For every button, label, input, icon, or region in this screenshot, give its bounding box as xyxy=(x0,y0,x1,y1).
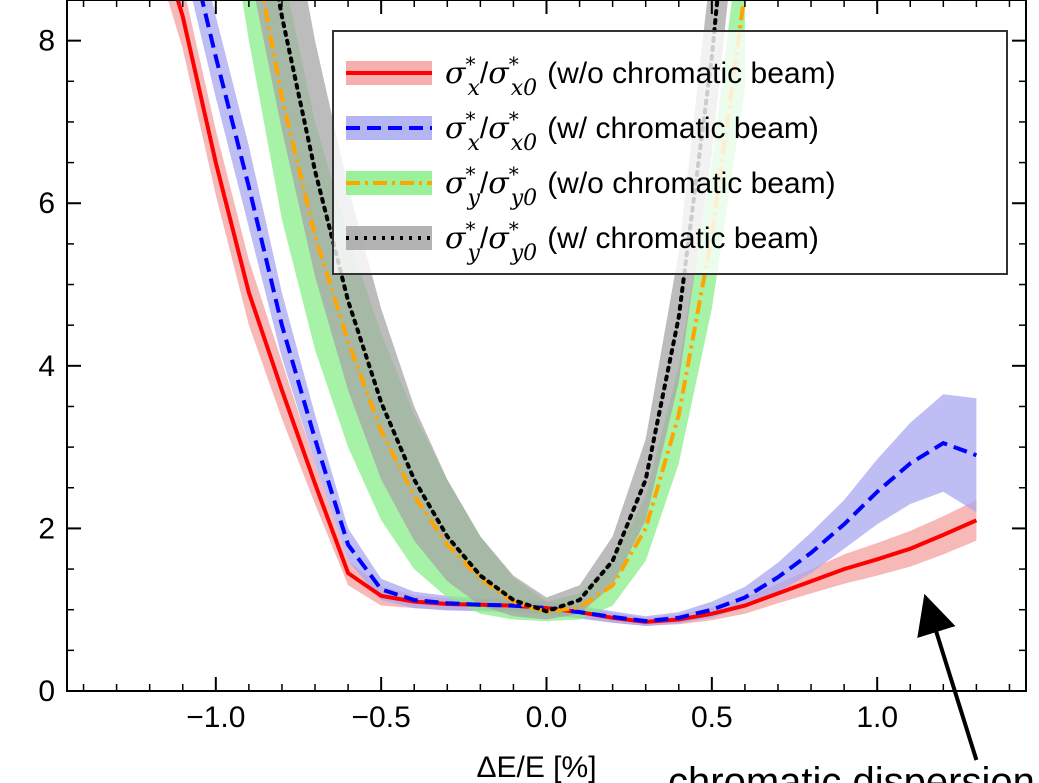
x-tick-label: 0.5 xyxy=(691,701,733,734)
y-tick-label: 2 xyxy=(38,512,55,545)
annotation-arrow xyxy=(917,593,979,761)
y-tick-label: 8 xyxy=(38,25,55,58)
legend-swatch-band xyxy=(346,171,432,195)
annotation: chromatic dispersion xyxy=(668,593,1035,783)
legend-entry-label: σ* y/σ* y0 (w/ chromatic beam) xyxy=(445,217,819,266)
plot-axes: −1.0 −0.5 0.0 0.5 1.0 0 2 4 6 8 ΔE/E [%] xyxy=(38,0,1027,783)
series-3-line xyxy=(261,0,746,615)
x-tick-label: 0.0 xyxy=(526,701,568,734)
y-tick-label: 6 xyxy=(38,187,55,220)
series-1-band xyxy=(168,0,977,626)
annotation-text: chromatic dispersion xyxy=(668,760,1035,783)
legend: σ* x/σ* x0 (w/o chromatic beam) σ* x/σ* x0 (w/ … xyxy=(332,30,1008,275)
legend-entry-label: σ* x/σ* x0 (w/ chromatic beam) xyxy=(445,107,819,156)
legend-entry-label: σ* y/σ* y0 (w/o chromatic beam) xyxy=(445,162,836,211)
series-lines xyxy=(175,0,978,624)
uncertainty-bands xyxy=(168,0,977,626)
y-tick-label: 4 xyxy=(38,350,55,383)
legend-entry-label: σ* x/σ* x0 (w/o chromatic beam) xyxy=(445,52,836,101)
series-4-line xyxy=(276,0,720,614)
legend-box xyxy=(332,30,1008,275)
series-3-band xyxy=(242,0,745,622)
legend-swatch-band xyxy=(346,226,432,250)
x-tick-label: −0.5 xyxy=(352,701,411,734)
y-tick-label: 0 xyxy=(38,675,55,708)
x-tick-label: −1.0 xyxy=(186,701,245,734)
x-tick-label: 1.0 xyxy=(856,701,898,734)
series-4-band xyxy=(255,0,728,620)
x-axis-label: ΔE/E [%] xyxy=(476,751,596,783)
